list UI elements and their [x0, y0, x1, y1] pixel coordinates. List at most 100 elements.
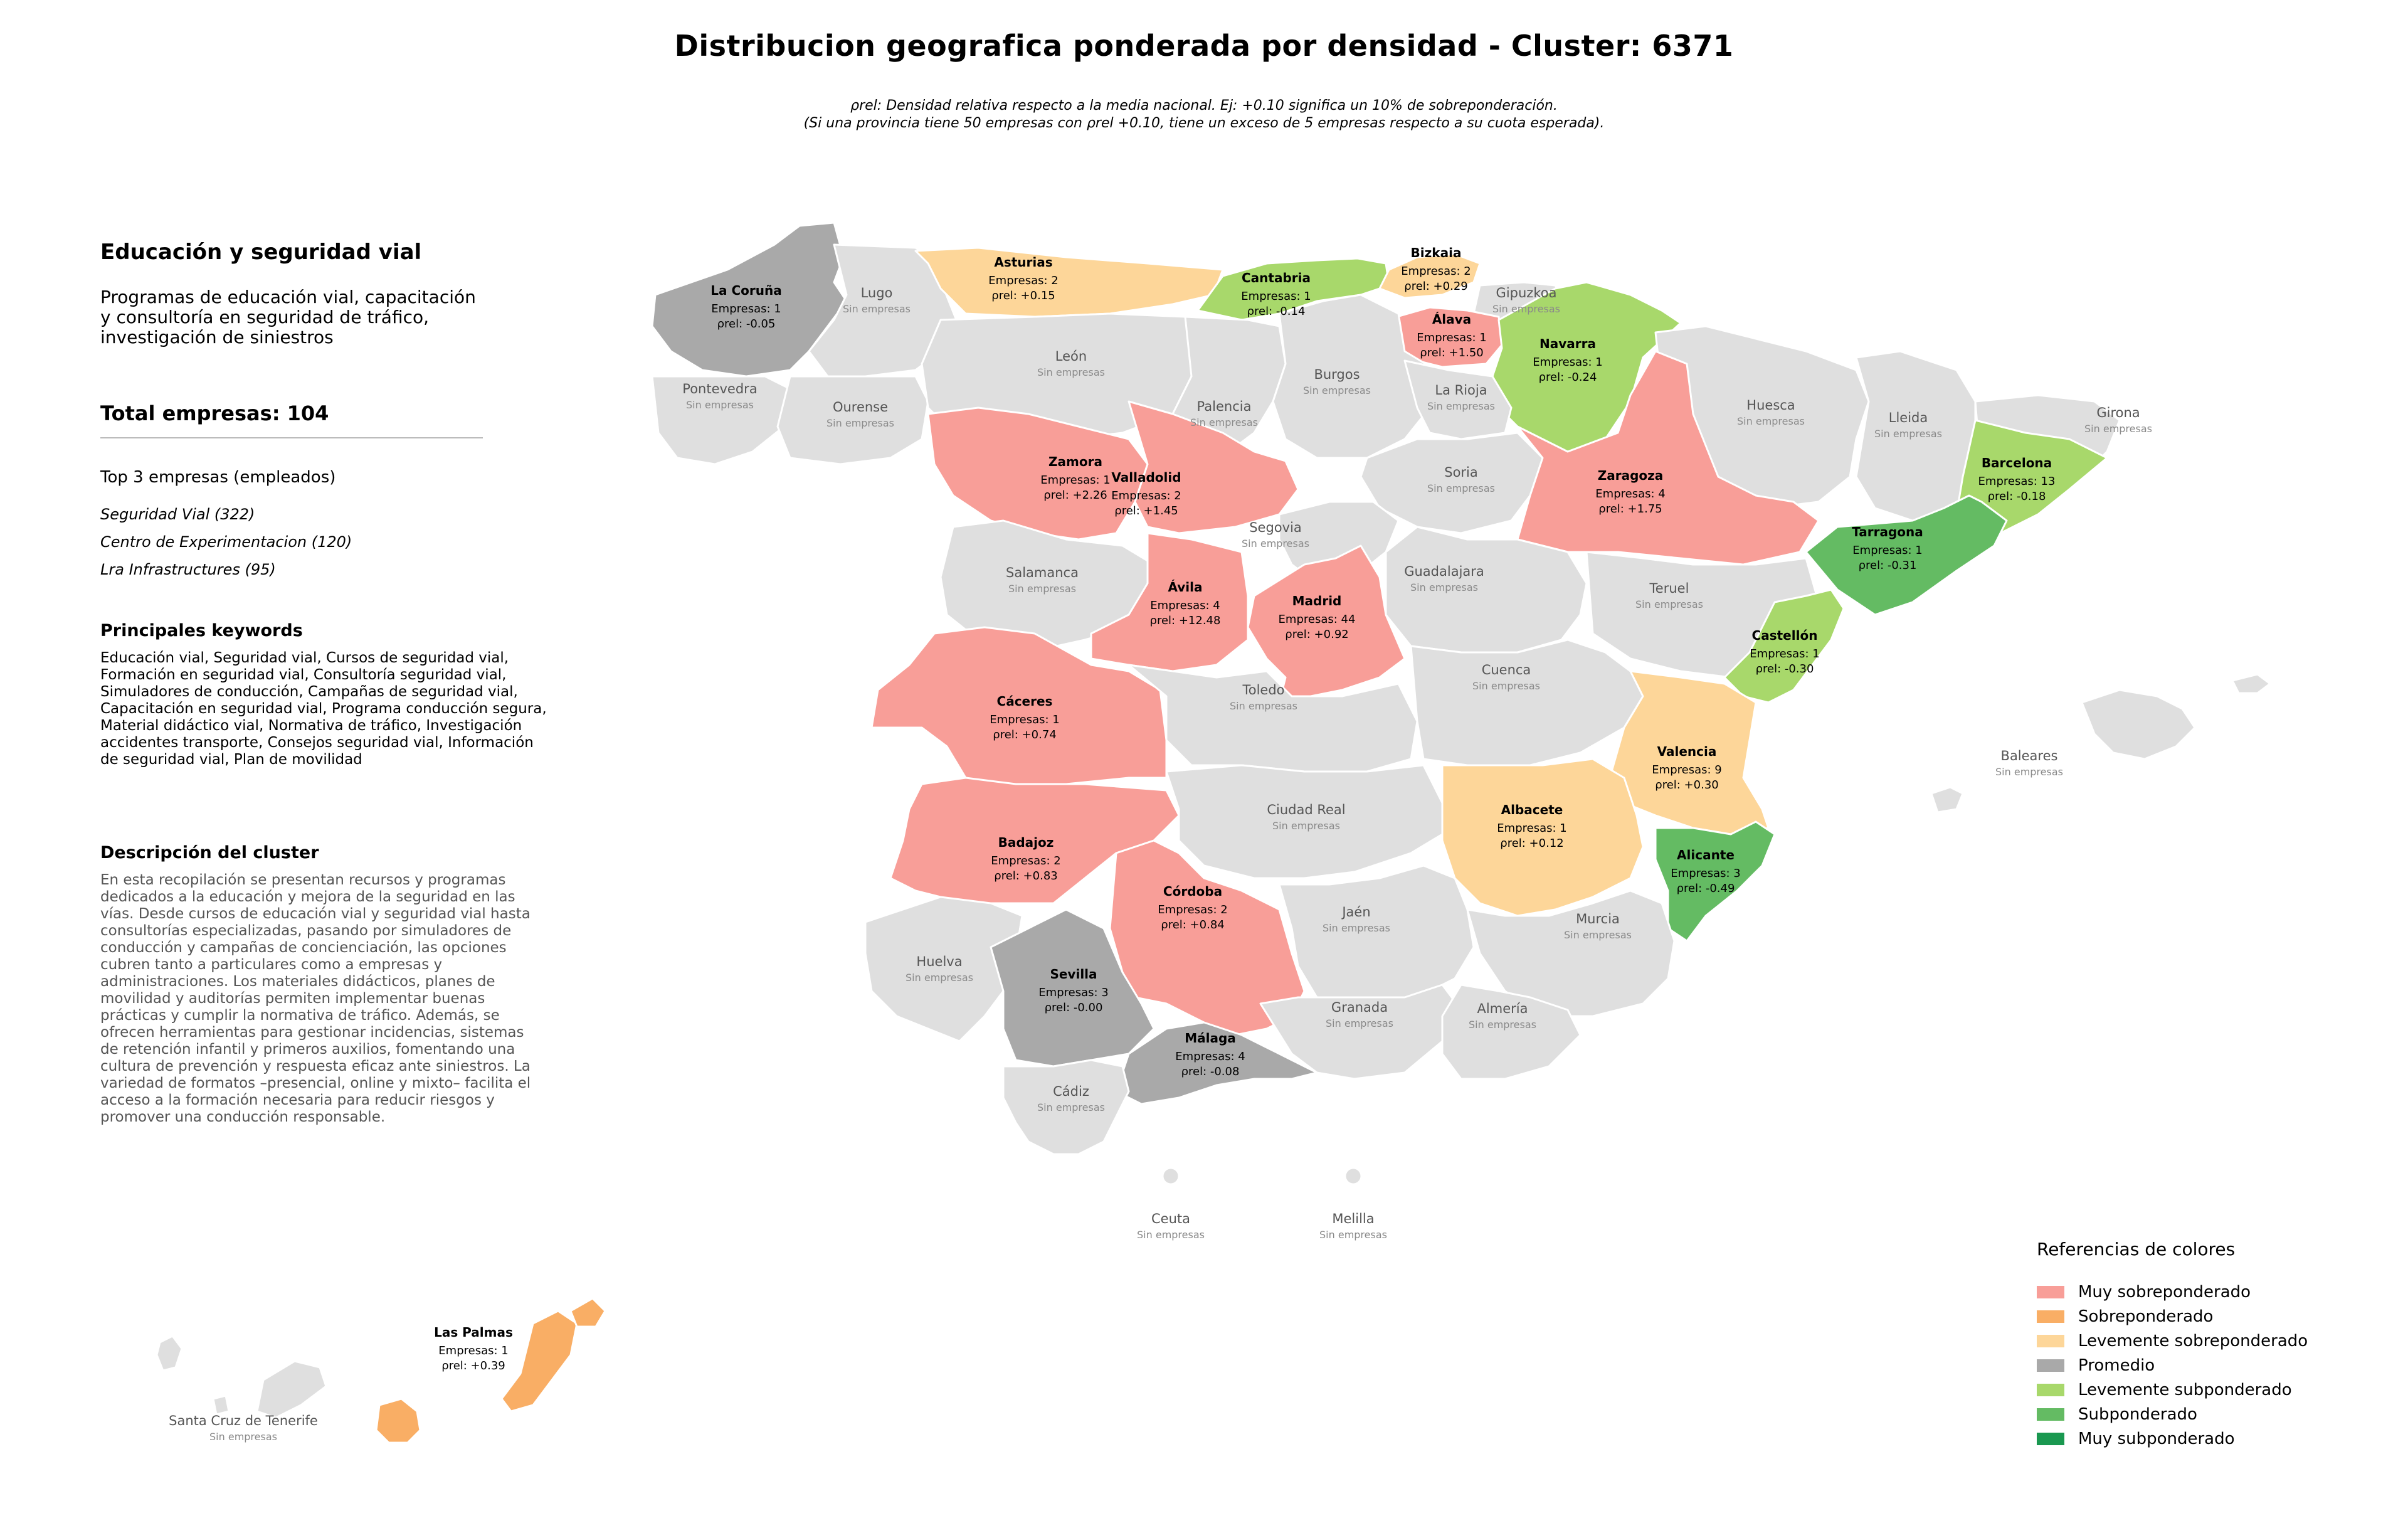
province-label: Melilla — [1332, 1211, 1374, 1226]
province-rho: ρrel: +0.15 — [991, 289, 1055, 302]
top3-item: Lra Infrastructures (95) — [100, 561, 276, 578]
top3-heading: Top 3 empresas (empleados) — [100, 468, 336, 487]
province-label: Asturias — [994, 255, 1052, 270]
province-badajoz — [889, 777, 1180, 905]
province-label: Huelva — [916, 954, 962, 969]
province-count: Empresas: 13 — [1978, 475, 2056, 488]
legend-swatch — [2037, 1285, 2064, 1298]
legend-item: Levemente sobreponderado — [2037, 1329, 2308, 1353]
province-label: Cantabria — [1242, 270, 1311, 285]
province-rho: ρrel: +0.74 — [993, 728, 1056, 741]
province-melilla — [1344, 1167, 1363, 1186]
province-label: Gipuzkoa — [1496, 285, 1557, 300]
province-rho: ρrel: -0.24 — [1539, 371, 1597, 384]
province-label: Barcelona — [1982, 455, 2052, 470]
province-rho: ρrel: +0.12 — [1500, 837, 1563, 850]
province-no-companies: Sin empresas — [1635, 598, 1703, 610]
legend-swatch — [2037, 1408, 2064, 1421]
legend-label: Promedio — [2078, 1356, 2155, 1375]
province-alicante — [1654, 820, 1776, 942]
map-subtitle-line-2: (Si una provincia tiene 50 empresas con … — [803, 115, 1605, 131]
province-sevilla — [990, 908, 1155, 1068]
province-santa-cruz-de-tenerife-island — [212, 1394, 230, 1416]
province-label: Teruel — [1649, 581, 1689, 596]
province-cadiz — [1002, 1059, 1130, 1155]
legend-label: Sobreponderado — [2078, 1307, 2214, 1326]
province-label: Alicante — [1677, 847, 1735, 862]
province-rho: ρrel: +0.30 — [1655, 778, 1718, 792]
top3-item: Seguridad Vial (322) — [100, 506, 255, 523]
province-rho: ρrel: -0.08 — [1181, 1065, 1240, 1078]
province-label: Lugo — [861, 285, 893, 300]
description-heading: Descripción del cluster — [100, 843, 319, 862]
province-toledo — [1127, 664, 1418, 773]
province-rho: ρrel: -0.30 — [1756, 662, 1814, 676]
description-text: En esta recopilación se presentan recurs… — [100, 872, 531, 1125]
province-count: Empresas: 1 — [990, 713, 1059, 726]
province-no-companies: Sin empresas — [1472, 680, 1540, 692]
legend-item: Promedio — [2037, 1353, 2308, 1377]
province-no-companies: Sin empresas — [906, 972, 973, 984]
province-label: Toledo — [1242, 682, 1284, 698]
province-palencia — [1171, 316, 1287, 453]
province-label: Salamanca — [1006, 565, 1079, 580]
province-label: Tarragona — [1852, 524, 1923, 539]
legend-swatch — [2037, 1334, 2064, 1347]
province-bizkaia — [1378, 253, 1481, 299]
province-label: Cuenca — [1482, 662, 1531, 677]
province-label: Bizkaia — [1411, 245, 1462, 260]
legend-item: Levemente subponderado — [2037, 1377, 2308, 1402]
province-no-companies: Sin empresas — [1427, 400, 1495, 412]
province-label: Granada — [1331, 1000, 1388, 1015]
province-count: Empresas: 4 — [1175, 1050, 1245, 1063]
province-label: Albacete — [1501, 802, 1563, 817]
province-jaen — [1278, 864, 1475, 1005]
province-no-companies: Sin empresas — [843, 303, 911, 315]
province-label: Girona — [2096, 405, 2140, 420]
keywords-heading: Principales keywords — [100, 621, 303, 640]
province-count: Empresas: 4 — [1595, 487, 1665, 501]
province-label: Madrid — [1292, 593, 1342, 608]
province-label: La Coruña — [710, 283, 781, 298]
province-count: Empresas: 9 — [1652, 763, 1721, 777]
province-no-companies: Sin empresas — [1410, 581, 1478, 593]
province-baleares-island — [2231, 673, 2271, 694]
province-cuenca — [1410, 639, 1644, 767]
legend-label: Levemente sobreponderado — [2078, 1331, 2308, 1350]
province-caceres — [870, 626, 1168, 785]
province-madrid — [1247, 544, 1406, 704]
top3-item: Centro de Experimentacion (120) — [100, 533, 352, 551]
province-count: Empresas: 1 — [1533, 356, 1602, 369]
province-almeria — [1441, 984, 1582, 1080]
province-label: La Rioja — [1435, 383, 1487, 398]
province-no-companies: Sin empresas — [1326, 1017, 1393, 1029]
province-las-palmas-island — [569, 1297, 606, 1328]
legend-swatch — [2037, 1359, 2064, 1372]
map-title: Distribucion geografica ponderada por de… — [674, 29, 1734, 63]
legend-item: Sobreponderado — [2037, 1304, 2308, 1329]
province-no-companies: Sin empresas — [209, 1431, 277, 1443]
province-label: Málaga — [1185, 1031, 1236, 1046]
province-count: Empresas: 3 — [1038, 986, 1108, 999]
province-no-companies: Sin empresas — [2084, 423, 2152, 435]
province-no-companies: Sin empresas — [1492, 303, 1560, 315]
keywords-text: Educación vial, Seguridad vial, Cursos d… — [100, 650, 547, 768]
province-label: Cáceres — [997, 694, 1053, 709]
province-rho: ρrel: +0.39 — [441, 1359, 505, 1372]
province-label: Pontevedra — [682, 381, 757, 396]
province-no-companies: Sin empresas — [1242, 538, 1309, 549]
legend-title: Referencias de colores — [2037, 1239, 2236, 1260]
province-burgos — [1272, 294, 1437, 459]
province-label: Sevilla — [1050, 967, 1097, 982]
province-rho: ρrel: -0.05 — [717, 317, 776, 331]
province-label: Cádiz — [1053, 1084, 1089, 1099]
province-no-companies: Sin empresas — [1737, 415, 1805, 427]
province-no-companies: Sin empresas — [1272, 820, 1340, 832]
province-label: Valladolid — [1111, 470, 1181, 485]
province-no-companies: Sin empresas — [1319, 1229, 1387, 1241]
province-label: Ourense — [833, 400, 888, 415]
province-rho: ρrel: +0.92 — [1285, 628, 1348, 641]
province-label: Palencia — [1197, 399, 1252, 414]
province-count: Empresas: 2 — [1401, 265, 1471, 278]
province-asturias — [914, 247, 1224, 318]
